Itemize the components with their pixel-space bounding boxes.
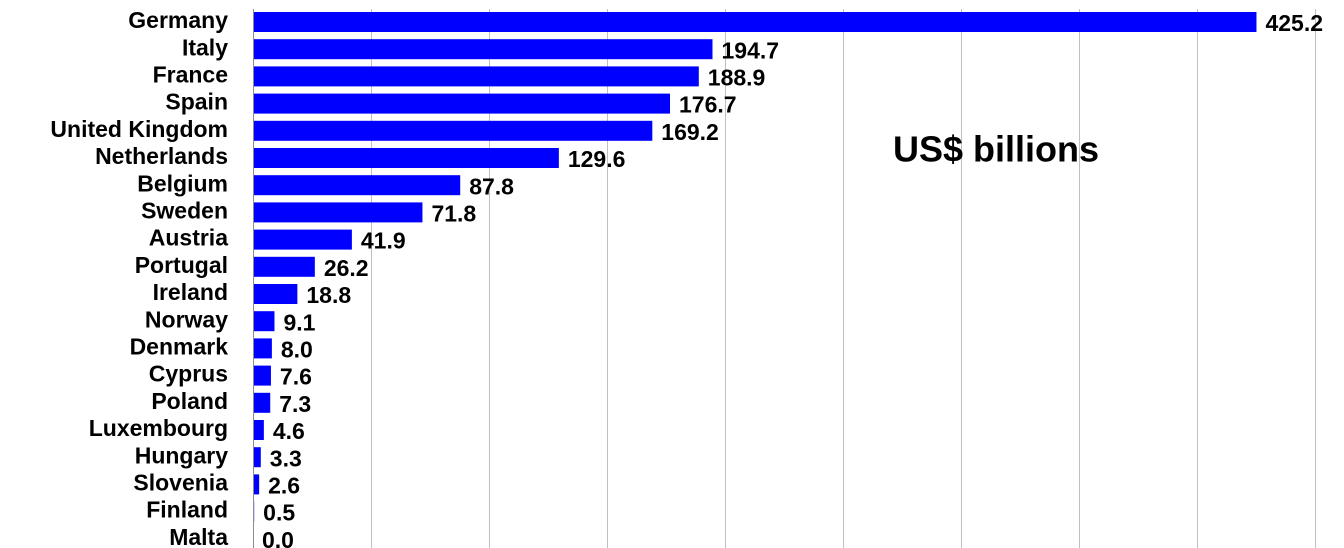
value-label: 169.2 — [661, 119, 719, 145]
bar — [254, 420, 264, 440]
bar — [254, 66, 699, 86]
category-label: Norway — [145, 306, 228, 332]
bar — [254, 148, 559, 168]
category-label: Finland — [146, 497, 228, 523]
value-label: 71.8 — [431, 200, 476, 226]
category-label: Spain — [165, 89, 228, 115]
bar — [254, 257, 315, 277]
value-label: 2.6 — [268, 472, 300, 498]
bar — [254, 284, 297, 304]
category-label: Hungary — [135, 442, 229, 468]
category-label: Portugal — [135, 252, 228, 278]
bar — [254, 230, 352, 250]
bar — [254, 311, 274, 331]
category-label: Ireland — [153, 279, 228, 305]
value-label: 129.6 — [568, 146, 626, 172]
category-label: Cyprus — [149, 361, 228, 387]
value-label: 41.9 — [361, 228, 406, 254]
bar — [254, 12, 1256, 32]
bar — [254, 202, 422, 222]
bar — [254, 121, 652, 141]
category-label: Germany — [128, 7, 228, 33]
grid-lines — [254, 9, 1316, 548]
value-label: 18.8 — [306, 282, 351, 308]
bar — [254, 94, 670, 114]
value-label: 26.2 — [324, 255, 369, 281]
category-label: Luxembourg — [89, 415, 228, 441]
bar — [254, 175, 460, 195]
category-label: United Kingdom — [50, 116, 228, 142]
category-label: Denmark — [130, 333, 229, 359]
value-label: 425.2 — [1265, 10, 1323, 36]
bar — [254, 474, 259, 494]
value-label: 7.3 — [279, 391, 311, 417]
category-label: Italy — [182, 34, 228, 60]
bar — [254, 39, 712, 59]
units-annotation: US$ billions — [893, 129, 1099, 170]
category-label: Slovenia — [133, 469, 228, 495]
bar — [254, 393, 270, 413]
category-label: France — [153, 61, 228, 87]
bar — [254, 366, 271, 386]
value-label: 87.8 — [469, 173, 514, 199]
bar — [254, 447, 261, 467]
bar — [254, 338, 272, 358]
value-label: 7.6 — [280, 364, 312, 390]
value-label: 4.6 — [273, 418, 305, 444]
category-label: Austria — [149, 225, 228, 251]
category-label: Poland — [151, 388, 228, 414]
category-label: Netherlands — [95, 143, 228, 169]
value-label: 0.0 — [262, 527, 294, 548]
value-label: 194.7 — [721, 37, 779, 63]
value-label: 0.5 — [263, 500, 295, 526]
value-label: 188.9 — [708, 64, 766, 90]
value-label: 8.0 — [281, 336, 313, 362]
value-label: 176.7 — [679, 92, 737, 118]
category-label: Malta — [169, 524, 228, 548]
category-label: Belgium — [137, 170, 228, 196]
value-label: 3.3 — [270, 445, 302, 471]
value-label: 9.1 — [283, 309, 315, 335]
category-label: Sweden — [141, 197, 228, 223]
